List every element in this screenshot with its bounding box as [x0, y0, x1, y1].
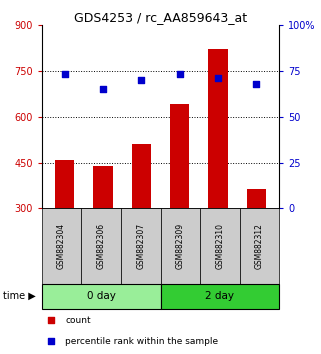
Text: 2 day: 2 day: [205, 291, 234, 301]
Bar: [55, 160, 74, 209]
Point: [49, 338, 54, 344]
Bar: [121, 209, 160, 284]
Bar: [240, 209, 279, 284]
Point: [62, 72, 67, 77]
Title: GDS4253 / rc_AA859643_at: GDS4253 / rc_AA859643_at: [74, 11, 247, 24]
Bar: [93, 166, 113, 209]
Point: [100, 86, 106, 92]
Bar: [160, 209, 200, 284]
Point: [49, 318, 54, 323]
Bar: [81, 209, 121, 284]
Bar: [170, 104, 189, 209]
Point: [215, 75, 221, 81]
Text: GSM882310: GSM882310: [215, 223, 224, 269]
Text: GSM882306: GSM882306: [97, 223, 106, 269]
Text: GSM882307: GSM882307: [136, 223, 145, 269]
Text: count: count: [65, 316, 91, 325]
Text: time ▶: time ▶: [3, 291, 36, 301]
Bar: [200, 209, 240, 284]
Text: 0 day: 0 day: [87, 291, 116, 301]
Point: [254, 81, 259, 86]
Text: GSM882312: GSM882312: [255, 223, 264, 269]
Bar: [208, 49, 228, 209]
Bar: [132, 144, 151, 209]
Bar: [160, 284, 279, 309]
Bar: [42, 209, 81, 284]
Bar: [247, 189, 266, 209]
Bar: [42, 284, 160, 309]
Text: GSM882309: GSM882309: [176, 223, 185, 269]
Point: [177, 72, 182, 77]
Point: [139, 77, 144, 83]
Text: percentile rank within the sample: percentile rank within the sample: [65, 337, 219, 346]
Text: GSM882304: GSM882304: [57, 223, 66, 269]
